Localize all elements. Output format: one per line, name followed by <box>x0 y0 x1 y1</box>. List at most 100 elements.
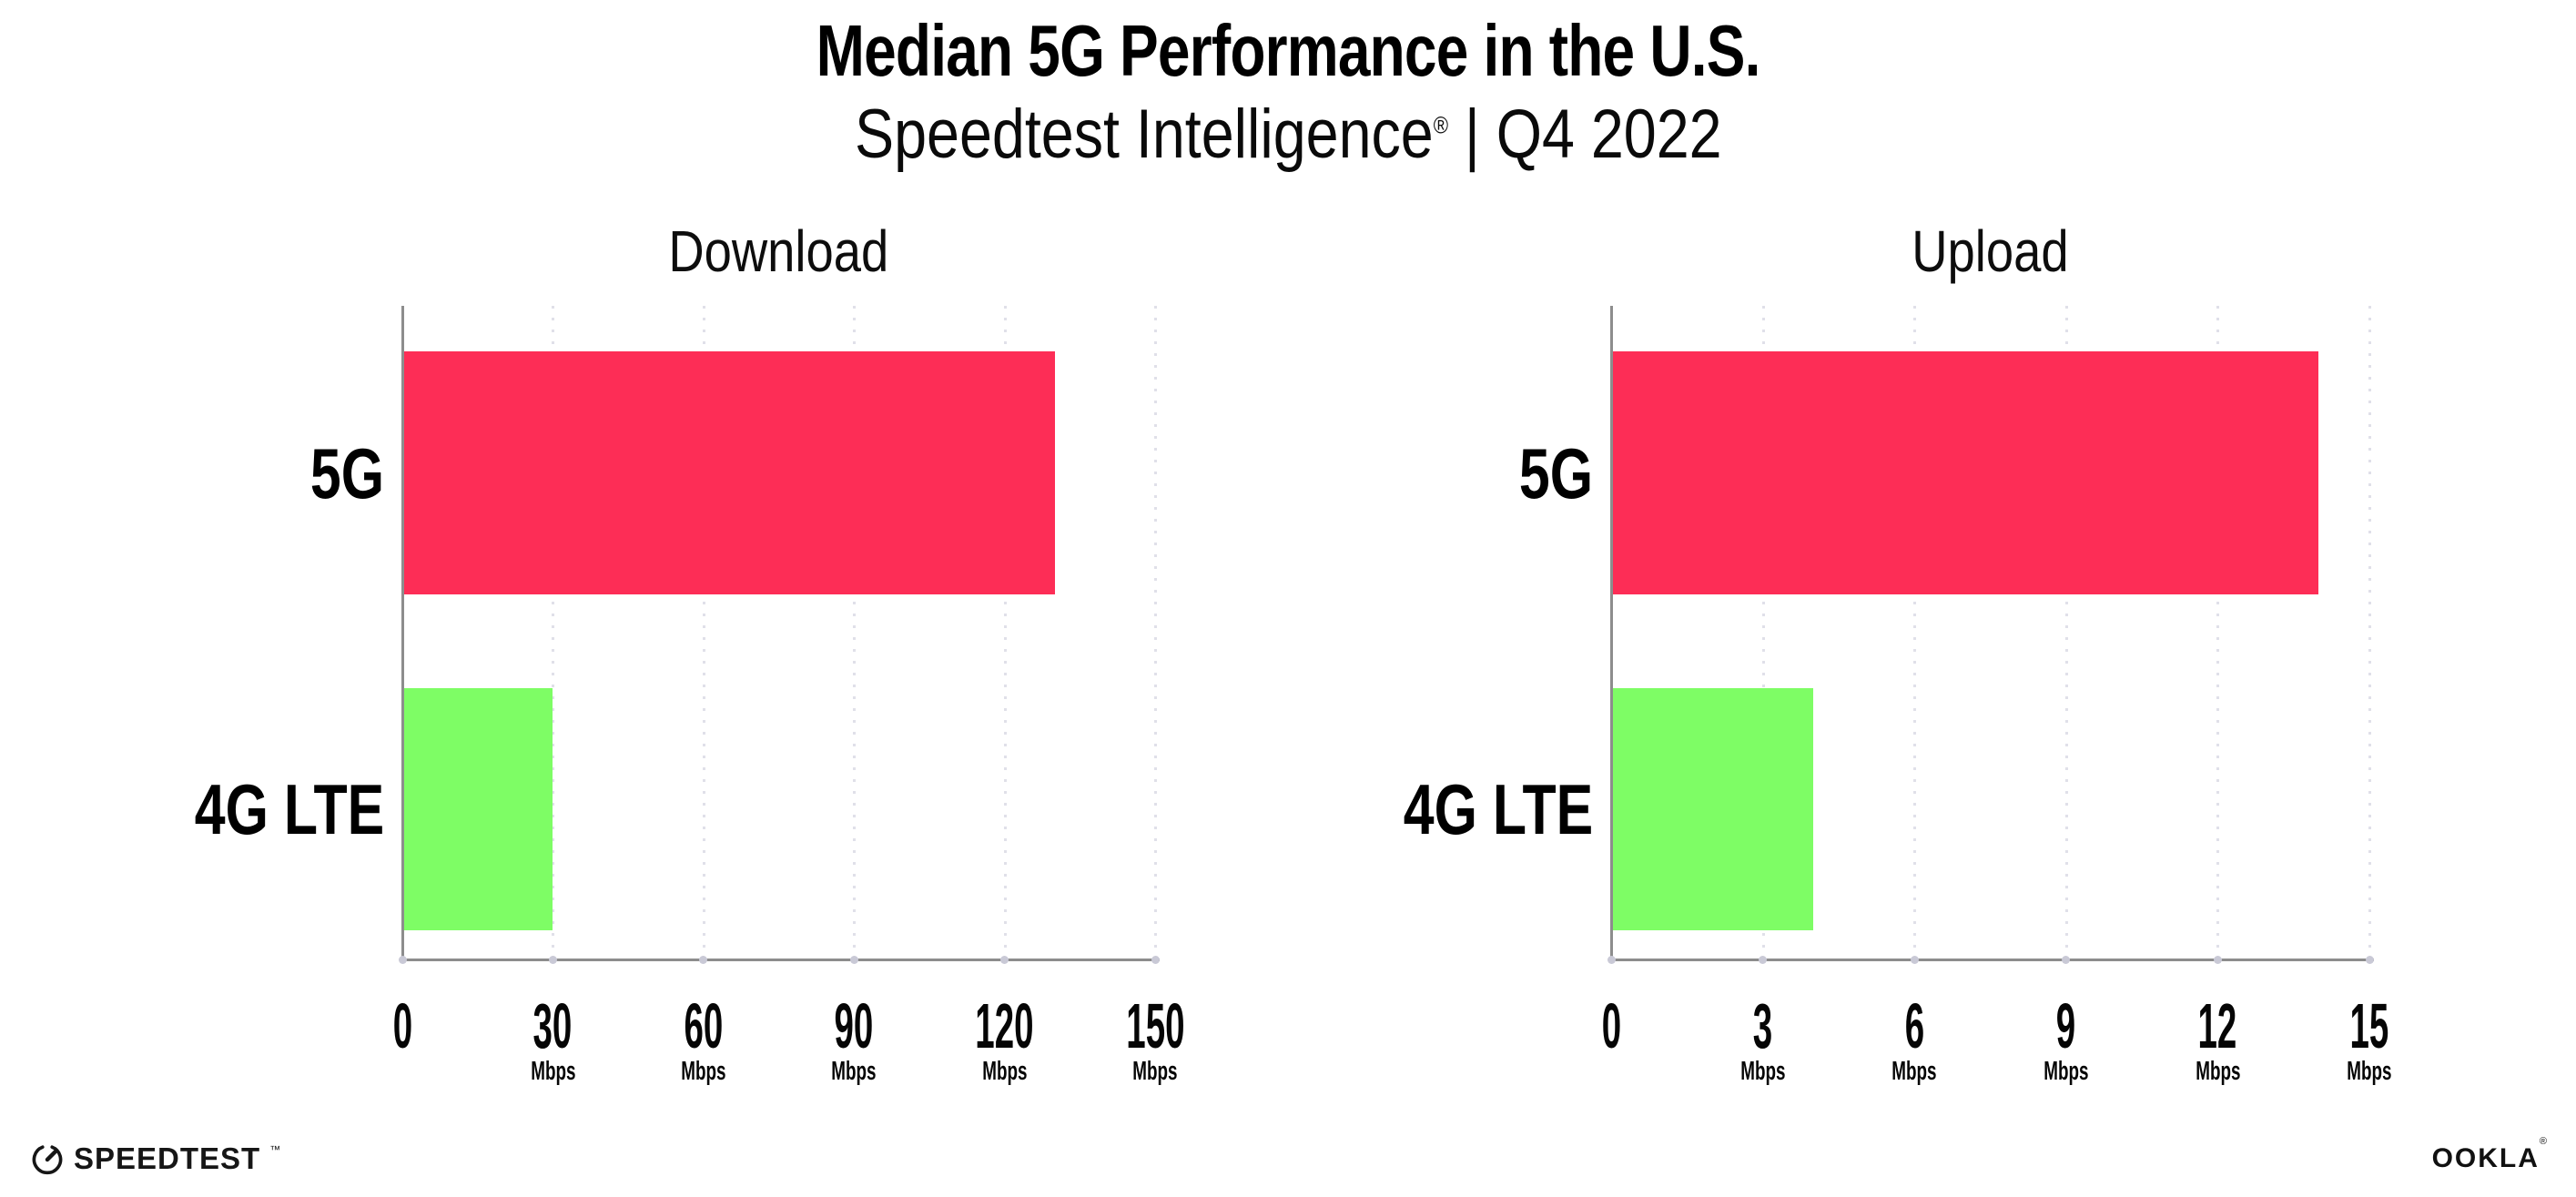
subtitle-period: | Q4 2022 <box>1447 96 1722 173</box>
gridline-download-30 <box>552 306 555 959</box>
bar-5g-upload <box>1611 351 2319 594</box>
page-subtitle: Speedtest Intelligence® | Q4 2022 <box>855 91 1722 178</box>
category-label-5g-download: 5G <box>93 436 384 511</box>
gridline-upload-3 <box>1761 306 1765 959</box>
tick-unit-text: Mbps <box>530 1057 575 1086</box>
tick-value: 15 <box>2349 990 2389 1061</box>
tick-dot-download-120 <box>1000 956 1009 964</box>
speedtest-logo: SPEEDTEST ™ <box>30 1141 280 1176</box>
tick-dot-download-60 <box>699 956 708 964</box>
category-label-text: 5G <box>1518 432 1593 513</box>
tick-value: 120 <box>975 990 1034 1061</box>
tick-dot-download-0 <box>398 956 407 964</box>
page-title: Median 5G Performance in the U.S. <box>816 10 1761 91</box>
gridline-download-150 <box>1154 306 1157 959</box>
category-label-text: 4G LTE <box>1403 769 1593 849</box>
tick-unit-upload-12: Mbps <box>2135 1058 2299 1085</box>
tick-label-download-120: 120 <box>923 990 1087 1061</box>
tick-value: 12 <box>2197 990 2237 1061</box>
gridline-upload-15 <box>2368 306 2371 959</box>
tick-unit-text: Mbps <box>831 1057 877 1086</box>
y-axis-upload <box>1610 306 1613 961</box>
tick-value: 60 <box>684 990 724 1061</box>
chart-title-download: Download <box>461 217 1098 286</box>
tick-unit-download-150: Mbps <box>1073 1058 1237 1085</box>
tick-label-download-30: 30 <box>471 990 634 1061</box>
gridline-download-120 <box>1003 306 1007 959</box>
ookla-registered-mark: ® <box>2539 1136 2547 1147</box>
tick-value: 6 <box>1904 990 1924 1061</box>
tick-value: 3 <box>1752 990 1773 1061</box>
tick-label-upload-9: 9 <box>1984 990 2148 1061</box>
tick-label-upload-3: 3 <box>1681 990 1845 1061</box>
tick-label-upload-0: 0 <box>1529 990 1693 1061</box>
tick-unit-upload-3: Mbps <box>1681 1058 1845 1085</box>
gridline-upload-9 <box>2064 306 2068 959</box>
tick-value: 9 <box>2056 990 2076 1061</box>
chart-title-upload: Upload <box>1672 217 2309 286</box>
speedtest-tm-mark: ™ <box>269 1143 281 1156</box>
category-label-5g-upload: 5G <box>1302 436 1593 511</box>
gridline-upload-12 <box>2216 306 2220 959</box>
tick-value: 30 <box>532 990 573 1061</box>
category-label-4g-lte-download: 4G LTE <box>93 772 384 847</box>
bar-4g-lte-download <box>402 688 553 930</box>
tick-unit-text: Mbps <box>1132 1057 1178 1086</box>
tick-label-download-90: 90 <box>772 990 936 1061</box>
ookla-logo: OOKLA® <box>2431 1136 2547 1174</box>
bar-4g-lte-upload <box>1611 688 1814 930</box>
tick-label-download-60: 60 <box>622 990 786 1061</box>
y-axis-download <box>401 306 404 961</box>
tick-value: 90 <box>834 990 874 1061</box>
tick-label-download-150: 150 <box>1073 990 1237 1061</box>
tick-label-download-0: 0 <box>320 990 484 1061</box>
tick-unit-download-30: Mbps <box>471 1058 634 1085</box>
ookla-wordmark: OOKLA <box>2431 1143 2540 1173</box>
tick-unit-download-60: Mbps <box>622 1058 786 1085</box>
tick-dot-upload-3 <box>1759 956 1768 964</box>
tick-unit-text: Mbps <box>2195 1057 2240 1086</box>
category-label-text: 4G LTE <box>194 769 384 849</box>
page-subtitle-row: Speedtest Intelligence® | Q4 2022 <box>0 91 2576 178</box>
x-axis-upload <box>1610 959 2374 961</box>
tick-unit-text: Mbps <box>981 1057 1028 1086</box>
speedtest-wordmark: SPEEDTEST <box>74 1141 261 1175</box>
tick-unit-upload-9: Mbps <box>1984 1058 2148 1085</box>
tick-dot-upload-12 <box>2213 956 2222 964</box>
x-axis-download <box>401 959 1160 961</box>
category-label-4g-lte-upload: 4G LTE <box>1302 772 1593 847</box>
gridline-upload-6 <box>1913 306 1917 959</box>
tick-value: 150 <box>1125 990 1185 1061</box>
tick-unit-upload-15: Mbps <box>2287 1058 2451 1085</box>
tick-unit-text: Mbps <box>681 1057 726 1086</box>
tick-dot-download-150 <box>1151 956 1160 964</box>
tick-unit-download-120: Mbps <box>923 1058 1087 1085</box>
gridline-download-90 <box>853 306 857 959</box>
chart-title-text-upload: Upload <box>1912 218 2069 284</box>
gridline-download-60 <box>702 306 705 959</box>
tick-unit-text: Mbps <box>1891 1057 1937 1086</box>
tick-unit-text: Mbps <box>2044 1057 2089 1086</box>
category-label-text: 5G <box>309 432 384 513</box>
tick-label-upload-6: 6 <box>1832 990 1996 1061</box>
tick-value: 0 <box>1601 990 1621 1061</box>
tick-dot-upload-0 <box>1607 956 1616 964</box>
page-title-row: Median 5G Performance in the U.S. <box>0 9 2576 93</box>
tick-label-upload-12: 12 <box>2135 990 2299 1061</box>
tick-value: 0 <box>392 990 412 1061</box>
chart-title-text-download: Download <box>668 218 889 284</box>
tick-unit-upload-6: Mbps <box>1832 1058 1996 1085</box>
tick-dot-upload-6 <box>1910 956 1919 964</box>
tick-dot-upload-15 <box>2365 956 2374 964</box>
tick-unit-text: Mbps <box>1739 1057 1786 1086</box>
subtitle-brand: Speedtest Intelligence <box>854 96 1434 173</box>
speedtest-gauge-icon <box>32 1145 63 1175</box>
tick-dot-download-90 <box>849 956 858 964</box>
tick-label-upload-15: 15 <box>2287 990 2451 1061</box>
tick-dot-upload-9 <box>2062 956 2071 964</box>
tick-dot-download-30 <box>548 956 557 964</box>
bar-5g-download <box>402 351 1055 594</box>
tick-unit-download-90: Mbps <box>772 1058 936 1085</box>
registered-mark: ® <box>1433 111 1448 139</box>
